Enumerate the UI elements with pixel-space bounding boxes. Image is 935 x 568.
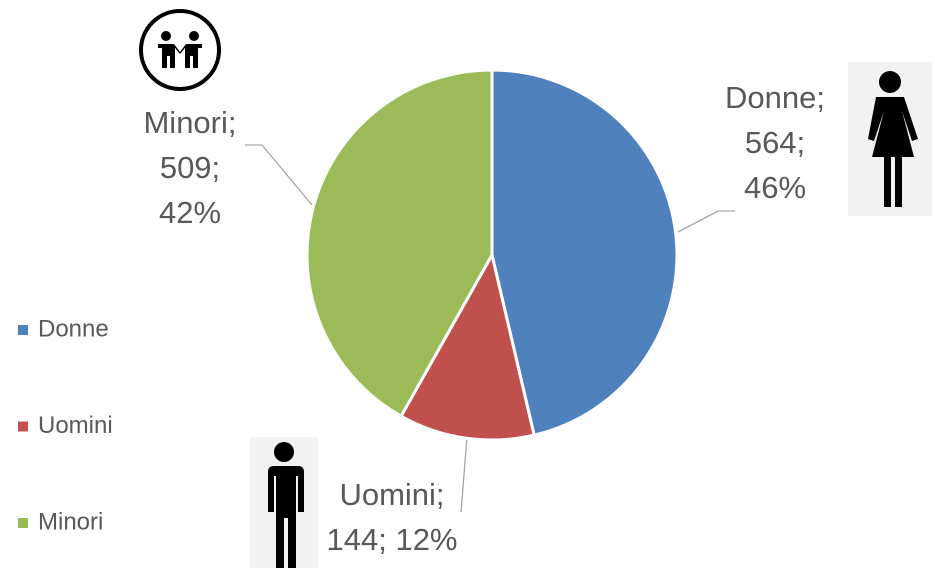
data-label: Uomini; <box>339 477 444 512</box>
data-label: 46% <box>744 170 806 205</box>
legend-swatch <box>18 325 28 335</box>
woman-icon <box>868 71 918 207</box>
children-icon <box>139 9 221 91</box>
data-label: 509; <box>160 150 220 185</box>
data-label: 144; 12% <box>327 522 458 557</box>
data-label: Minori; <box>143 105 236 140</box>
legend-label: Uomini <box>38 412 113 439</box>
pie-slice <box>305 68 494 419</box>
legend-swatch <box>18 518 28 528</box>
data-label: 42% <box>159 195 221 230</box>
legend-swatch <box>18 421 28 432</box>
legend-label: Minori <box>38 508 103 535</box>
leader-lines <box>245 144 735 513</box>
pie-slice <box>399 250 536 442</box>
pie-slice <box>490 68 679 437</box>
man-icon <box>268 442 304 568</box>
data-label: Donne; <box>725 80 825 115</box>
data-label: 564; <box>745 125 805 160</box>
legend-label: Donne <box>38 315 109 342</box>
